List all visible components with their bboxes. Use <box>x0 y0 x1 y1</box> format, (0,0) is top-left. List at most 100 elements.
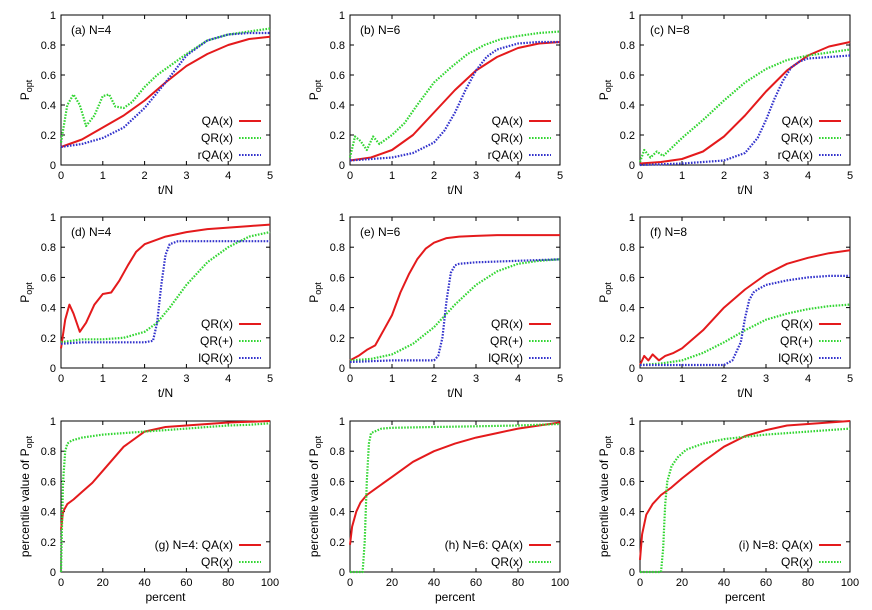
x-axis-label: percent <box>435 590 476 604</box>
y-axis-label-main: P <box>597 295 611 303</box>
series-line-green <box>60 231 271 344</box>
x-tick-label: 2 <box>431 373 437 385</box>
plot-frame <box>60 420 271 573</box>
panel-e: 0 1 2 3 4 5 0 0.2 0.4 0.6 0.8 1 t/N Popt (e) N=6 QR(x) Q… <box>307 212 563 400</box>
panel-i: 0 20 40 60 80 100 0 0.2 0.4 0.6 0.8 1 percent percent… <box>597 416 859 604</box>
legend-label: (h) N=6: QA(x) <box>445 538 523 552</box>
x-tick-label: 0 <box>58 170 64 182</box>
y-tick-label: 0 <box>50 363 56 375</box>
legend-label: QR(x) <box>781 317 813 331</box>
x-tick-label: 0 <box>347 373 353 385</box>
y-tick-label: 1 <box>339 10 345 22</box>
x-tick-label: 3 <box>183 373 189 385</box>
x-tick-label: 3 <box>763 170 769 182</box>
x-tick-label: 2 <box>142 373 148 385</box>
y-tick-label: 0.2 <box>330 130 345 142</box>
x-axis-label: t/N <box>737 386 752 400</box>
y-tick-label: 0.8 <box>330 242 345 254</box>
panel-annotation: (e) N=6 <box>360 225 401 239</box>
panel-h: 0 20 40 60 80 100 0 0.2 0.4 0.6 0.8 1 percent percent… <box>307 416 569 604</box>
y-tick-label: 0.6 <box>330 70 345 82</box>
x-tick-label: 1 <box>679 373 685 385</box>
panel-annotation: (d) N=4 <box>71 225 112 239</box>
y-axis-label-main: percentile value of P <box>18 448 32 557</box>
y-tick-label: 0.2 <box>330 333 345 345</box>
series-line-blue <box>60 240 270 345</box>
series-line-blue <box>349 40 560 162</box>
x-tick-label: 5 <box>557 170 563 182</box>
y-axis-label: Popt <box>307 79 323 100</box>
legend-label: QR(x) <box>491 131 523 145</box>
y-tick-label: 0.2 <box>41 537 56 549</box>
y-tick-label: 0.6 <box>330 272 345 284</box>
y-tick-label: 1 <box>629 212 635 224</box>
y-axis-label-subscript: opt <box>603 282 613 295</box>
x-axis-label: t/N <box>447 386 462 400</box>
legend-label: QR(x) <box>491 555 523 569</box>
x-tick-label: 1 <box>100 170 106 182</box>
legend-label: rQA(x) <box>778 148 813 162</box>
x-tick-label: 3 <box>473 373 479 385</box>
x-tick-label: 5 <box>267 373 273 385</box>
x-tick-label: 4 <box>225 170 231 182</box>
series-line-red <box>349 421 561 545</box>
y-tick-label: 0.4 <box>41 303 56 315</box>
y-axis-label-subscript: opt <box>603 435 613 448</box>
y-tick-label: 0.8 <box>620 446 635 458</box>
x-tick-label: 1 <box>100 373 106 385</box>
x-axis-label: t/N <box>158 386 173 400</box>
panel-c: 0 1 2 3 4 5 0 0.2 0.4 0.6 0.8 1 t/N Popt (c) N=8 QA(x) Q… <box>597 10 853 197</box>
series-line-blue <box>60 31 270 149</box>
plot-frame <box>639 216 851 369</box>
y-tick-label: 0 <box>50 160 56 172</box>
x-tick-label: 0 <box>637 577 643 589</box>
series-line-red <box>60 420 271 530</box>
y-tick-label: 0.6 <box>330 476 345 488</box>
x-tick-label: 5 <box>847 373 853 385</box>
x-tick-label: 0 <box>58 577 64 589</box>
panel-annotation: (a) N=4 <box>71 23 112 37</box>
series-line-green <box>349 258 561 362</box>
y-tick-label: 0.4 <box>620 507 635 519</box>
y-axis-label-subscript: opt <box>313 435 323 448</box>
legend-label: (i) N=8: QA(x) <box>739 538 813 552</box>
y-tick-label: 0.6 <box>41 70 56 82</box>
plot-frame <box>639 14 851 166</box>
legend-label: QA(x) <box>492 114 523 128</box>
x-axis-label: percent <box>725 590 766 604</box>
panel-annotation: (b) N=6 <box>360 23 401 37</box>
x-tick-label: 3 <box>183 170 189 182</box>
x-tick-label: 0 <box>637 170 643 182</box>
x-tick-label: 100 <box>841 577 859 589</box>
x-axis-label: t/N <box>447 183 462 197</box>
y-tick-label: 0.8 <box>330 446 345 458</box>
y-tick-label: 0.8 <box>620 242 635 254</box>
legend-label: QA(x) <box>202 114 233 128</box>
x-tick-label: 5 <box>267 170 273 182</box>
y-axis-label: Popt <box>18 282 34 303</box>
x-tick-label: 20 <box>676 577 688 589</box>
x-axis-label: t/N <box>737 183 752 197</box>
series-line-green <box>348 30 561 158</box>
x-tick-label: 80 <box>512 577 524 589</box>
legend-label: QR(+) <box>200 334 233 348</box>
y-axis-label-subscript: opt <box>313 282 323 295</box>
x-tick-label: 3 <box>473 170 479 182</box>
y-axis-label-main: P <box>597 92 611 100</box>
series-line-green <box>639 303 851 367</box>
y-tick-label: 0.4 <box>620 100 635 112</box>
panel-annotation: (c) N=8 <box>650 23 690 37</box>
y-tick-label: 0.4 <box>620 303 635 315</box>
y-axis-label-subscript: opt <box>24 79 34 92</box>
y-tick-label: 0.6 <box>620 272 635 284</box>
series-line-red <box>639 249 851 366</box>
y-tick-label: 0.2 <box>620 333 635 345</box>
y-axis-label-main: percentile value of P <box>597 448 611 557</box>
y-axis-label-subscript: opt <box>603 79 613 92</box>
x-tick-label: 40 <box>718 577 730 589</box>
y-axis-label-main: P <box>307 295 321 303</box>
x-tick-label: 1 <box>679 170 685 182</box>
legend-label: QR(x) <box>201 317 233 331</box>
y-tick-label: 0.2 <box>620 130 635 142</box>
y-axis-label: Popt <box>597 282 613 303</box>
